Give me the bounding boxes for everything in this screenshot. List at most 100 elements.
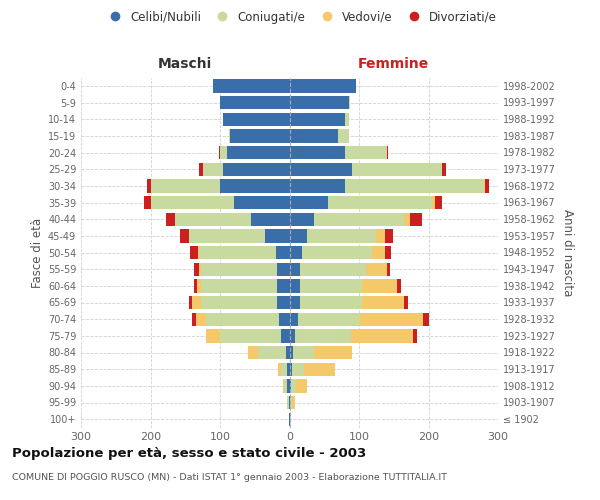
Bar [292, 362, 304, 376]
Bar [304, 362, 335, 376]
Y-axis label: Fasce di età: Fasce di età [31, 218, 44, 288]
Bar [290, 279, 300, 292]
Bar [283, 379, 284, 392]
Bar [290, 346, 293, 359]
Bar [290, 296, 300, 309]
Bar [442, 162, 446, 176]
Bar [484, 179, 485, 192]
Bar [166, 212, 175, 226]
Bar [151, 179, 220, 192]
Bar [192, 312, 196, 326]
Bar [265, 229, 290, 242]
Bar [223, 162, 290, 176]
Bar [203, 162, 223, 176]
Bar [220, 146, 227, 159]
Bar [194, 279, 197, 292]
Bar [248, 346, 258, 359]
Bar [230, 129, 290, 142]
Bar [199, 262, 200, 276]
Text: Femmine: Femmine [358, 56, 430, 70]
Bar [196, 312, 206, 326]
Y-axis label: Anni di nascita: Anni di nascita [561, 209, 574, 296]
Bar [220, 329, 281, 342]
Bar [281, 329, 290, 342]
Bar [147, 179, 151, 192]
Bar [175, 212, 251, 226]
Bar [281, 362, 287, 376]
Bar [290, 396, 292, 409]
Bar [350, 329, 413, 342]
Bar [291, 379, 296, 392]
Bar [328, 196, 432, 209]
Bar [436, 196, 442, 209]
Bar [194, 262, 199, 276]
Bar [290, 312, 298, 326]
Bar [290, 112, 345, 126]
Bar [290, 196, 328, 209]
Bar [277, 296, 290, 309]
Bar [286, 346, 290, 359]
Bar [189, 229, 265, 242]
Bar [223, 112, 290, 126]
Bar [200, 296, 277, 309]
Bar [300, 262, 366, 276]
Bar [404, 212, 410, 226]
Bar [218, 146, 220, 159]
Bar [287, 379, 290, 392]
Bar [371, 246, 385, 259]
Bar [227, 146, 290, 159]
Legend: Celibi/Nubili, Coniugati/e, Vedovi/e, Divorziati/e: Celibi/Nubili, Coniugati/e, Vedovi/e, Di… [98, 6, 502, 28]
Bar [197, 279, 200, 292]
Bar [298, 312, 361, 326]
Bar [376, 229, 385, 242]
Bar [277, 262, 290, 276]
Bar [199, 162, 203, 176]
Bar [293, 346, 314, 359]
Bar [189, 296, 192, 309]
Bar [200, 262, 277, 276]
Bar [352, 162, 442, 176]
Bar [290, 129, 338, 142]
Bar [289, 412, 290, 426]
Bar [290, 329, 295, 342]
Bar [485, 179, 489, 192]
Bar [284, 379, 287, 392]
Bar [300, 296, 362, 309]
Text: Popolazione per età, sesso e stato civile - 2003: Popolazione per età, sesso e stato civil… [12, 448, 366, 460]
Bar [345, 179, 484, 192]
Bar [229, 129, 230, 142]
Bar [345, 146, 387, 159]
Bar [220, 179, 290, 192]
Bar [290, 79, 356, 92]
Bar [361, 312, 423, 326]
Bar [387, 146, 388, 159]
Bar [338, 129, 349, 142]
Bar [278, 362, 281, 376]
Bar [387, 262, 390, 276]
Bar [423, 312, 428, 326]
Bar [397, 279, 401, 292]
Bar [314, 346, 352, 359]
Bar [275, 246, 290, 259]
Bar [290, 212, 314, 226]
Bar [290, 246, 302, 259]
Bar [290, 179, 345, 192]
Bar [220, 96, 290, 109]
Bar [290, 162, 352, 176]
Bar [366, 262, 387, 276]
Bar [200, 279, 277, 292]
Bar [432, 196, 436, 209]
Bar [345, 112, 349, 126]
Bar [213, 79, 290, 92]
Bar [362, 296, 404, 309]
Bar [290, 362, 292, 376]
Bar [143, 196, 151, 209]
Bar [290, 379, 291, 392]
Bar [206, 329, 220, 342]
Bar [362, 279, 397, 292]
Bar [314, 212, 404, 226]
Bar [349, 96, 350, 109]
Bar [296, 379, 307, 392]
Bar [181, 229, 189, 242]
Bar [307, 229, 376, 242]
